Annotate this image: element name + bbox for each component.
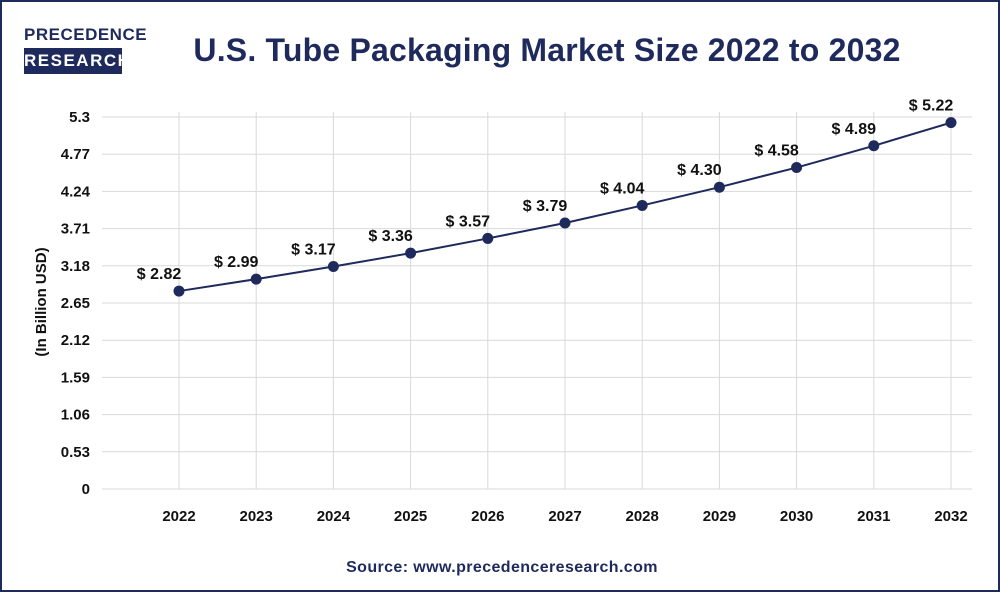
y-axis-ticks: 0 0.53 1.06 1.59 2.12 2.65 3.18 3.71 4.24 4.77 5.3 — [61, 109, 91, 498]
x-axis-ticks: 2022 2023 2024 2025 2026 2027 2028 2029 2030 2031… — [162, 508, 967, 525]
y-tick-label: 2.12 — [61, 332, 90, 349]
brand-logo: PRECEDENCE RESEARCH — [24, 23, 148, 75]
y-axis-label: (In Billion USD) — [33, 247, 50, 356]
data-point — [559, 217, 571, 229]
data-label: $ 2.82 — [137, 266, 182, 283]
data-point — [327, 261, 339, 273]
data-label: $ 3.57 — [446, 213, 491, 230]
data-label: $ 4.30 — [677, 162, 722, 179]
x-tick-label: 2027 — [548, 508, 581, 525]
y-tick-label: 4.24 — [61, 183, 91, 200]
data-label: $ 2.99 — [214, 254, 259, 271]
x-tick-label: 2030 — [780, 508, 813, 525]
data-label: $ 4.04 — [600, 180, 645, 197]
y-tick-label: 2.65 — [61, 295, 90, 312]
y-tick-label: 5.3 — [69, 109, 90, 126]
y-tick-label: 0.53 — [61, 444, 90, 461]
data-point — [713, 181, 725, 193]
data-label: $ 3.17 — [291, 242, 336, 259]
data-point — [173, 285, 185, 297]
x-tick-label: 2022 — [162, 508, 195, 525]
data-label: $ 4.89 — [832, 121, 877, 138]
y-tick-label: 1.59 — [61, 369, 90, 386]
data-point — [636, 199, 648, 211]
data-label: $ 5.22 — [909, 98, 954, 115]
y-tick-label: 1.06 — [61, 407, 90, 424]
x-tick-label: 2029 — [703, 508, 736, 525]
data-label: $ 4.58 — [754, 143, 799, 160]
x-tick-label: 2025 — [394, 508, 427, 525]
brand-logo-line2: RESEARCH — [24, 48, 130, 74]
y-tick-label: 3.71 — [61, 221, 90, 238]
data-point — [945, 117, 957, 129]
y-tick-label: 4.77 — [61, 146, 90, 163]
data-point — [791, 162, 803, 174]
data-label: $ 3.79 — [523, 198, 568, 215]
data-point — [405, 247, 417, 259]
x-tick-label: 2023 — [240, 508, 273, 525]
source-credit: Source: www.precedenceresearch.com — [346, 559, 658, 576]
x-tick-label: 2032 — [934, 508, 967, 525]
y-tick-label: 3.18 — [61, 258, 90, 275]
brand-logo-line1: PRECEDENCE — [24, 25, 148, 44]
data-labels: $ 2.82 $ 2.99 $ 3.17 $ 3.36 $ 3.57 $ 3.79 $ 4.… — [137, 98, 954, 283]
data-point — [250, 273, 262, 285]
x-tick-label: 2024 — [317, 508, 351, 525]
data-points — [173, 117, 957, 297]
chart-title: U.S. Tube Packaging Market Size 2022 to … — [193, 32, 901, 68]
x-tick-label: 2031 — [857, 508, 890, 525]
x-tick-label: 2028 — [626, 508, 659, 525]
y-tick-label: 0 — [82, 481, 90, 498]
grid-lines — [102, 112, 972, 490]
x-tick-label: 2026 — [471, 508, 504, 525]
data-point — [868, 140, 880, 152]
data-label: $ 3.36 — [368, 228, 413, 245]
data-point — [482, 232, 494, 244]
